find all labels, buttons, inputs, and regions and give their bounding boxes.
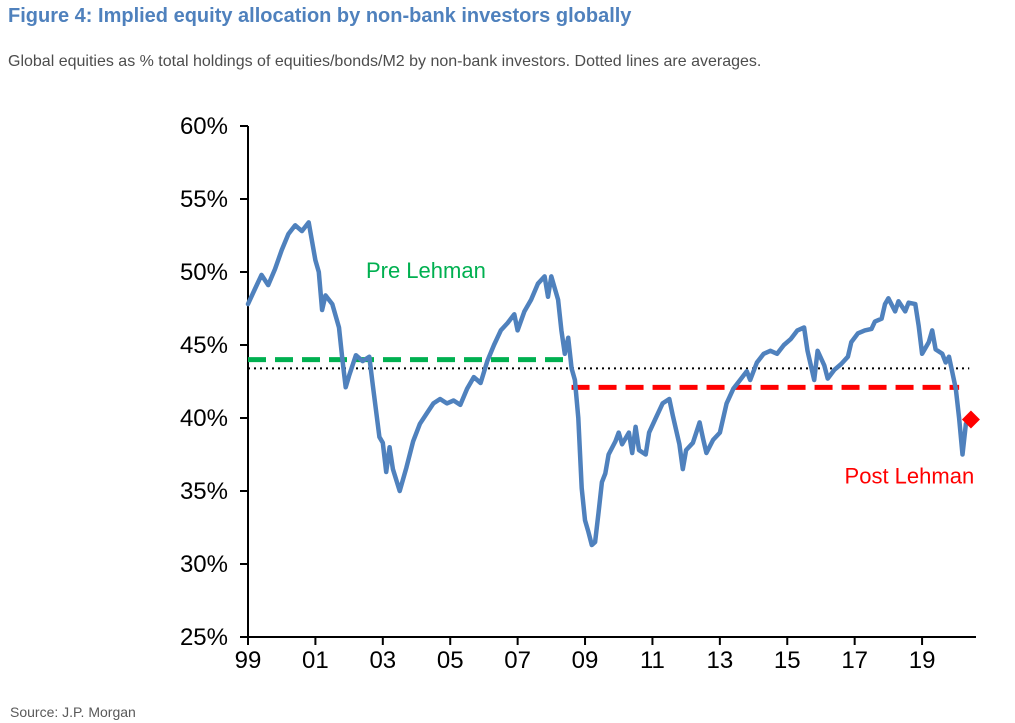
annotations: Pre Lehman Post Lehman xyxy=(366,258,980,489)
x-tick-label: 01 xyxy=(302,647,329,674)
x-tick-label: 13 xyxy=(707,647,734,674)
axes xyxy=(240,125,976,645)
x-tick-label: 99 xyxy=(235,647,262,674)
series xyxy=(245,220,969,548)
x-tick-label: 15 xyxy=(774,647,801,674)
latest-value-marker xyxy=(961,410,980,429)
x-tick-label: 05 xyxy=(437,647,464,674)
x-tick-label: 09 xyxy=(572,647,599,674)
y-tick-label: 40% xyxy=(180,405,228,432)
x-tick-label: 19 xyxy=(909,647,936,674)
x-tick-label: 03 xyxy=(369,647,396,674)
y-tick-label: 55% xyxy=(180,186,228,213)
tick-labels: 25% 30% 35% 40% 45% 50% 55% 60% 99 01 03 05 07 09 11 13… xyxy=(180,113,935,674)
y-tick-label: 35% xyxy=(180,478,228,505)
x-tick-label: 17 xyxy=(841,647,868,674)
y-tick-label: 50% xyxy=(180,259,228,286)
y-tick-label: 30% xyxy=(180,551,228,578)
y-tick-label: 60% xyxy=(180,113,228,140)
series-line xyxy=(245,220,969,548)
post-lehman-label: Post Lehman xyxy=(845,464,975,489)
x-tick-label: 07 xyxy=(504,647,531,674)
y-tick-label: 45% xyxy=(180,332,228,359)
reference-lines xyxy=(248,357,970,390)
pre-lehman-label: Pre Lehman xyxy=(366,258,486,283)
x-tick-label: 11 xyxy=(640,647,665,674)
figure-source: Source: J.P. Morgan xyxy=(10,704,136,720)
figure-title: Figure 4: Implied equity allocation by n… xyxy=(8,5,632,27)
y-tick-label: 25% xyxy=(180,624,228,651)
figure-subtitle: Global equities as % total holdings of e… xyxy=(8,53,762,70)
